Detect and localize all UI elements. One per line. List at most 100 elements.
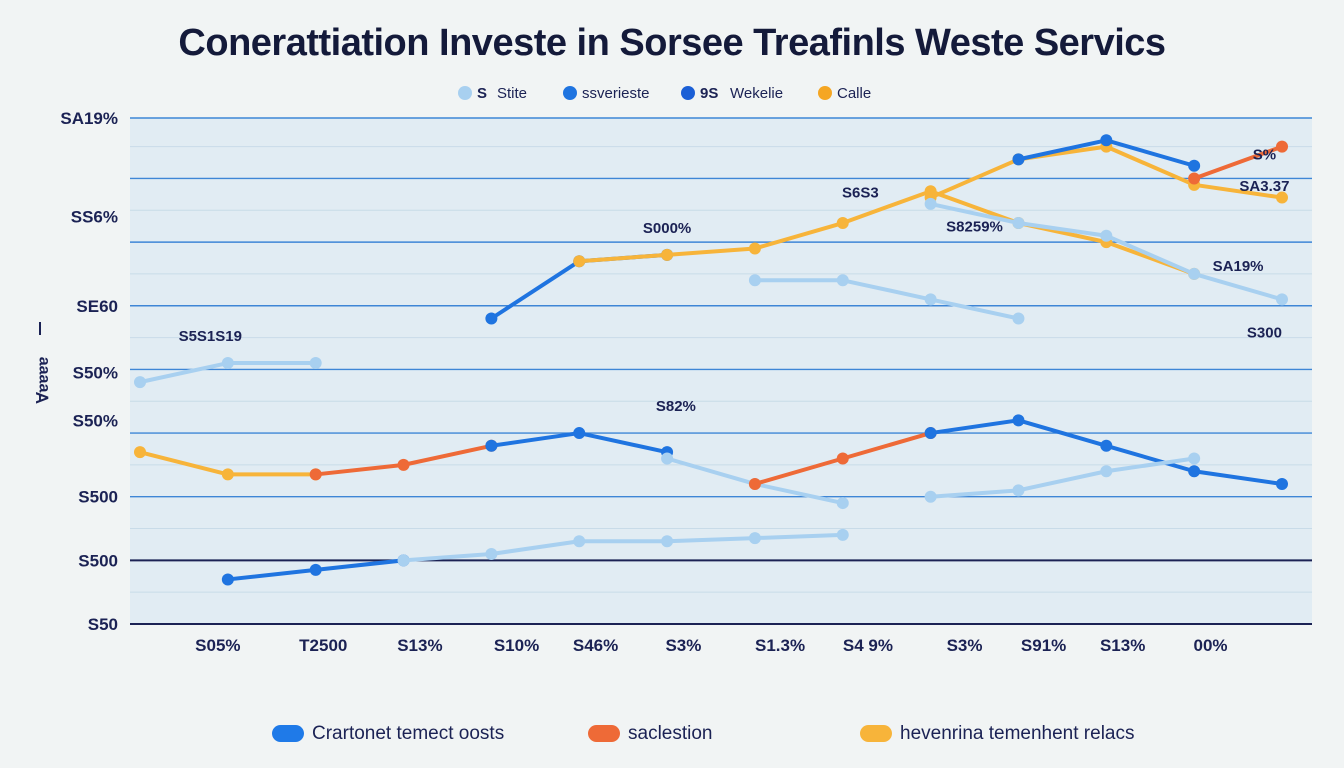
series-line: [928, 456, 1197, 499]
y-tick-label: SE60: [76, 297, 118, 316]
data-point: [1276, 191, 1288, 204]
plot-area: [130, 118, 1312, 624]
x-tick-label: S4 9%: [843, 636, 893, 655]
annotation-label: S300: [1247, 325, 1282, 342]
data-point: [309, 468, 322, 481]
data-point: [836, 274, 849, 287]
y-axis-ticks: S50 S500 S500 S50% S50% SE60 SS6% SA19%: [60, 109, 118, 634]
data-point: [134, 446, 146, 459]
series-line: [401, 532, 845, 563]
data-point: [134, 376, 146, 389]
top-legend-item: S Stite: [458, 85, 527, 102]
x-tick-label: 00%: [1193, 636, 1227, 655]
data-point: [748, 532, 761, 545]
annotation-label: S6S3: [842, 185, 879, 202]
data-point: [485, 312, 498, 325]
top-legend-swatch: [681, 86, 695, 100]
data-point: [836, 497, 849, 510]
top-legend-marker: S: [477, 85, 487, 102]
series-6: [924, 197, 1288, 306]
bottom-legend-swatch: [272, 725, 304, 742]
data-point: [1012, 484, 1025, 497]
data-point: [1012, 217, 1025, 230]
grid: [130, 117, 1312, 625]
data-point: [1188, 452, 1201, 465]
data-point: [397, 554, 410, 567]
data-point: [924, 197, 937, 210]
series-13: [924, 452, 1201, 503]
data-point: [1188, 465, 1201, 478]
series-5: [1188, 140, 1288, 185]
top-legend-swatch: [458, 86, 472, 100]
data-point: [748, 477, 761, 490]
series-1: [134, 274, 1025, 389]
top-legend-item: ssverieste: [563, 85, 650, 102]
data-point: [485, 439, 498, 452]
series-layer: [134, 134, 1288, 586]
annotation-label: S000%: [643, 220, 691, 237]
y-tick-label: SA19%: [60, 109, 118, 128]
data-point: [573, 427, 586, 440]
data-point: [924, 427, 937, 440]
top-legend-label: Calle: [837, 85, 871, 102]
top-legend-label: Stite: [497, 85, 527, 102]
x-axis-ticks: S05% T2500 S13% S10% S46% S3% S1.3% S4 9% S3% S91…: [195, 636, 1227, 655]
data-point: [836, 452, 849, 465]
top-legend-item: Calle: [818, 85, 871, 102]
bottom-legend: Crartonet temect oosts saclestion hevenrin…: [272, 723, 1134, 744]
bottom-legend-item: Crartonet temect oosts: [272, 723, 504, 744]
y-tick-label: S50%: [73, 411, 118, 430]
x-tick-label: S13%: [1100, 636, 1145, 655]
data-point: [221, 573, 234, 586]
data-point: [309, 563, 322, 576]
data-point: [1012, 153, 1025, 166]
annotation-label: S82%: [656, 398, 696, 415]
x-tick-label: S10%: [494, 636, 539, 655]
series-15: [397, 528, 849, 567]
y-axis-label: Ɐɐɐɐɐ: [35, 357, 52, 405]
x-tick-label: S1.3%: [755, 636, 805, 655]
series-4: [1012, 134, 1201, 172]
data-point: [924, 293, 937, 306]
data-point: [1188, 172, 1201, 185]
top-legend-item: 9S Wekelie: [681, 85, 783, 102]
series-line: [1192, 144, 1284, 181]
y-tick-label: S500: [78, 551, 118, 570]
bottom-legend-label: hevenrina temenhent relacs: [900, 723, 1134, 744]
top-legend-swatch: [818, 86, 832, 100]
x-tick-label: S13%: [397, 636, 442, 655]
x-tick-label: S91%: [1021, 636, 1066, 655]
y-tick-label: S500: [78, 488, 118, 507]
data-point: [573, 255, 586, 268]
data-point: [1276, 293, 1288, 306]
top-legend-marker: 9S: [700, 85, 718, 102]
x-tick-label: S3%: [665, 636, 701, 655]
bottom-legend-label: Crartonet temect oosts: [312, 723, 504, 744]
data-point: [748, 274, 761, 287]
y-tick-label: SS6%: [71, 208, 118, 227]
data-point: [485, 547, 498, 560]
bottom-legend-swatch: [860, 725, 892, 742]
data-point: [836, 528, 849, 541]
top-legend: S Stite ssverieste 9S Wekelie Calle: [458, 85, 871, 102]
annotation-label: S5S1S19: [179, 328, 242, 345]
top-legend-swatch: [563, 86, 577, 100]
series-12: [924, 414, 1288, 490]
data-point: [661, 248, 674, 261]
data-point: [924, 490, 937, 503]
data-point: [309, 357, 322, 370]
data-point: [1276, 477, 1288, 490]
x-tick-label: T2500: [299, 636, 347, 655]
annotation-label: S%: [1253, 146, 1276, 163]
data-point: [1100, 229, 1113, 242]
bottom-legend-swatch: [588, 725, 620, 742]
data-point: [748, 242, 761, 255]
top-legend-label: Wekelie: [730, 85, 783, 102]
top-legend-label: ssverieste: [582, 85, 650, 102]
x-tick-label: S46%: [573, 636, 618, 655]
x-tick-label: S05%: [195, 636, 240, 655]
bottom-legend-item: saclestion: [588, 723, 713, 744]
bottom-legend-label: saclestion: [628, 723, 713, 744]
series-line: [577, 189, 1197, 276]
